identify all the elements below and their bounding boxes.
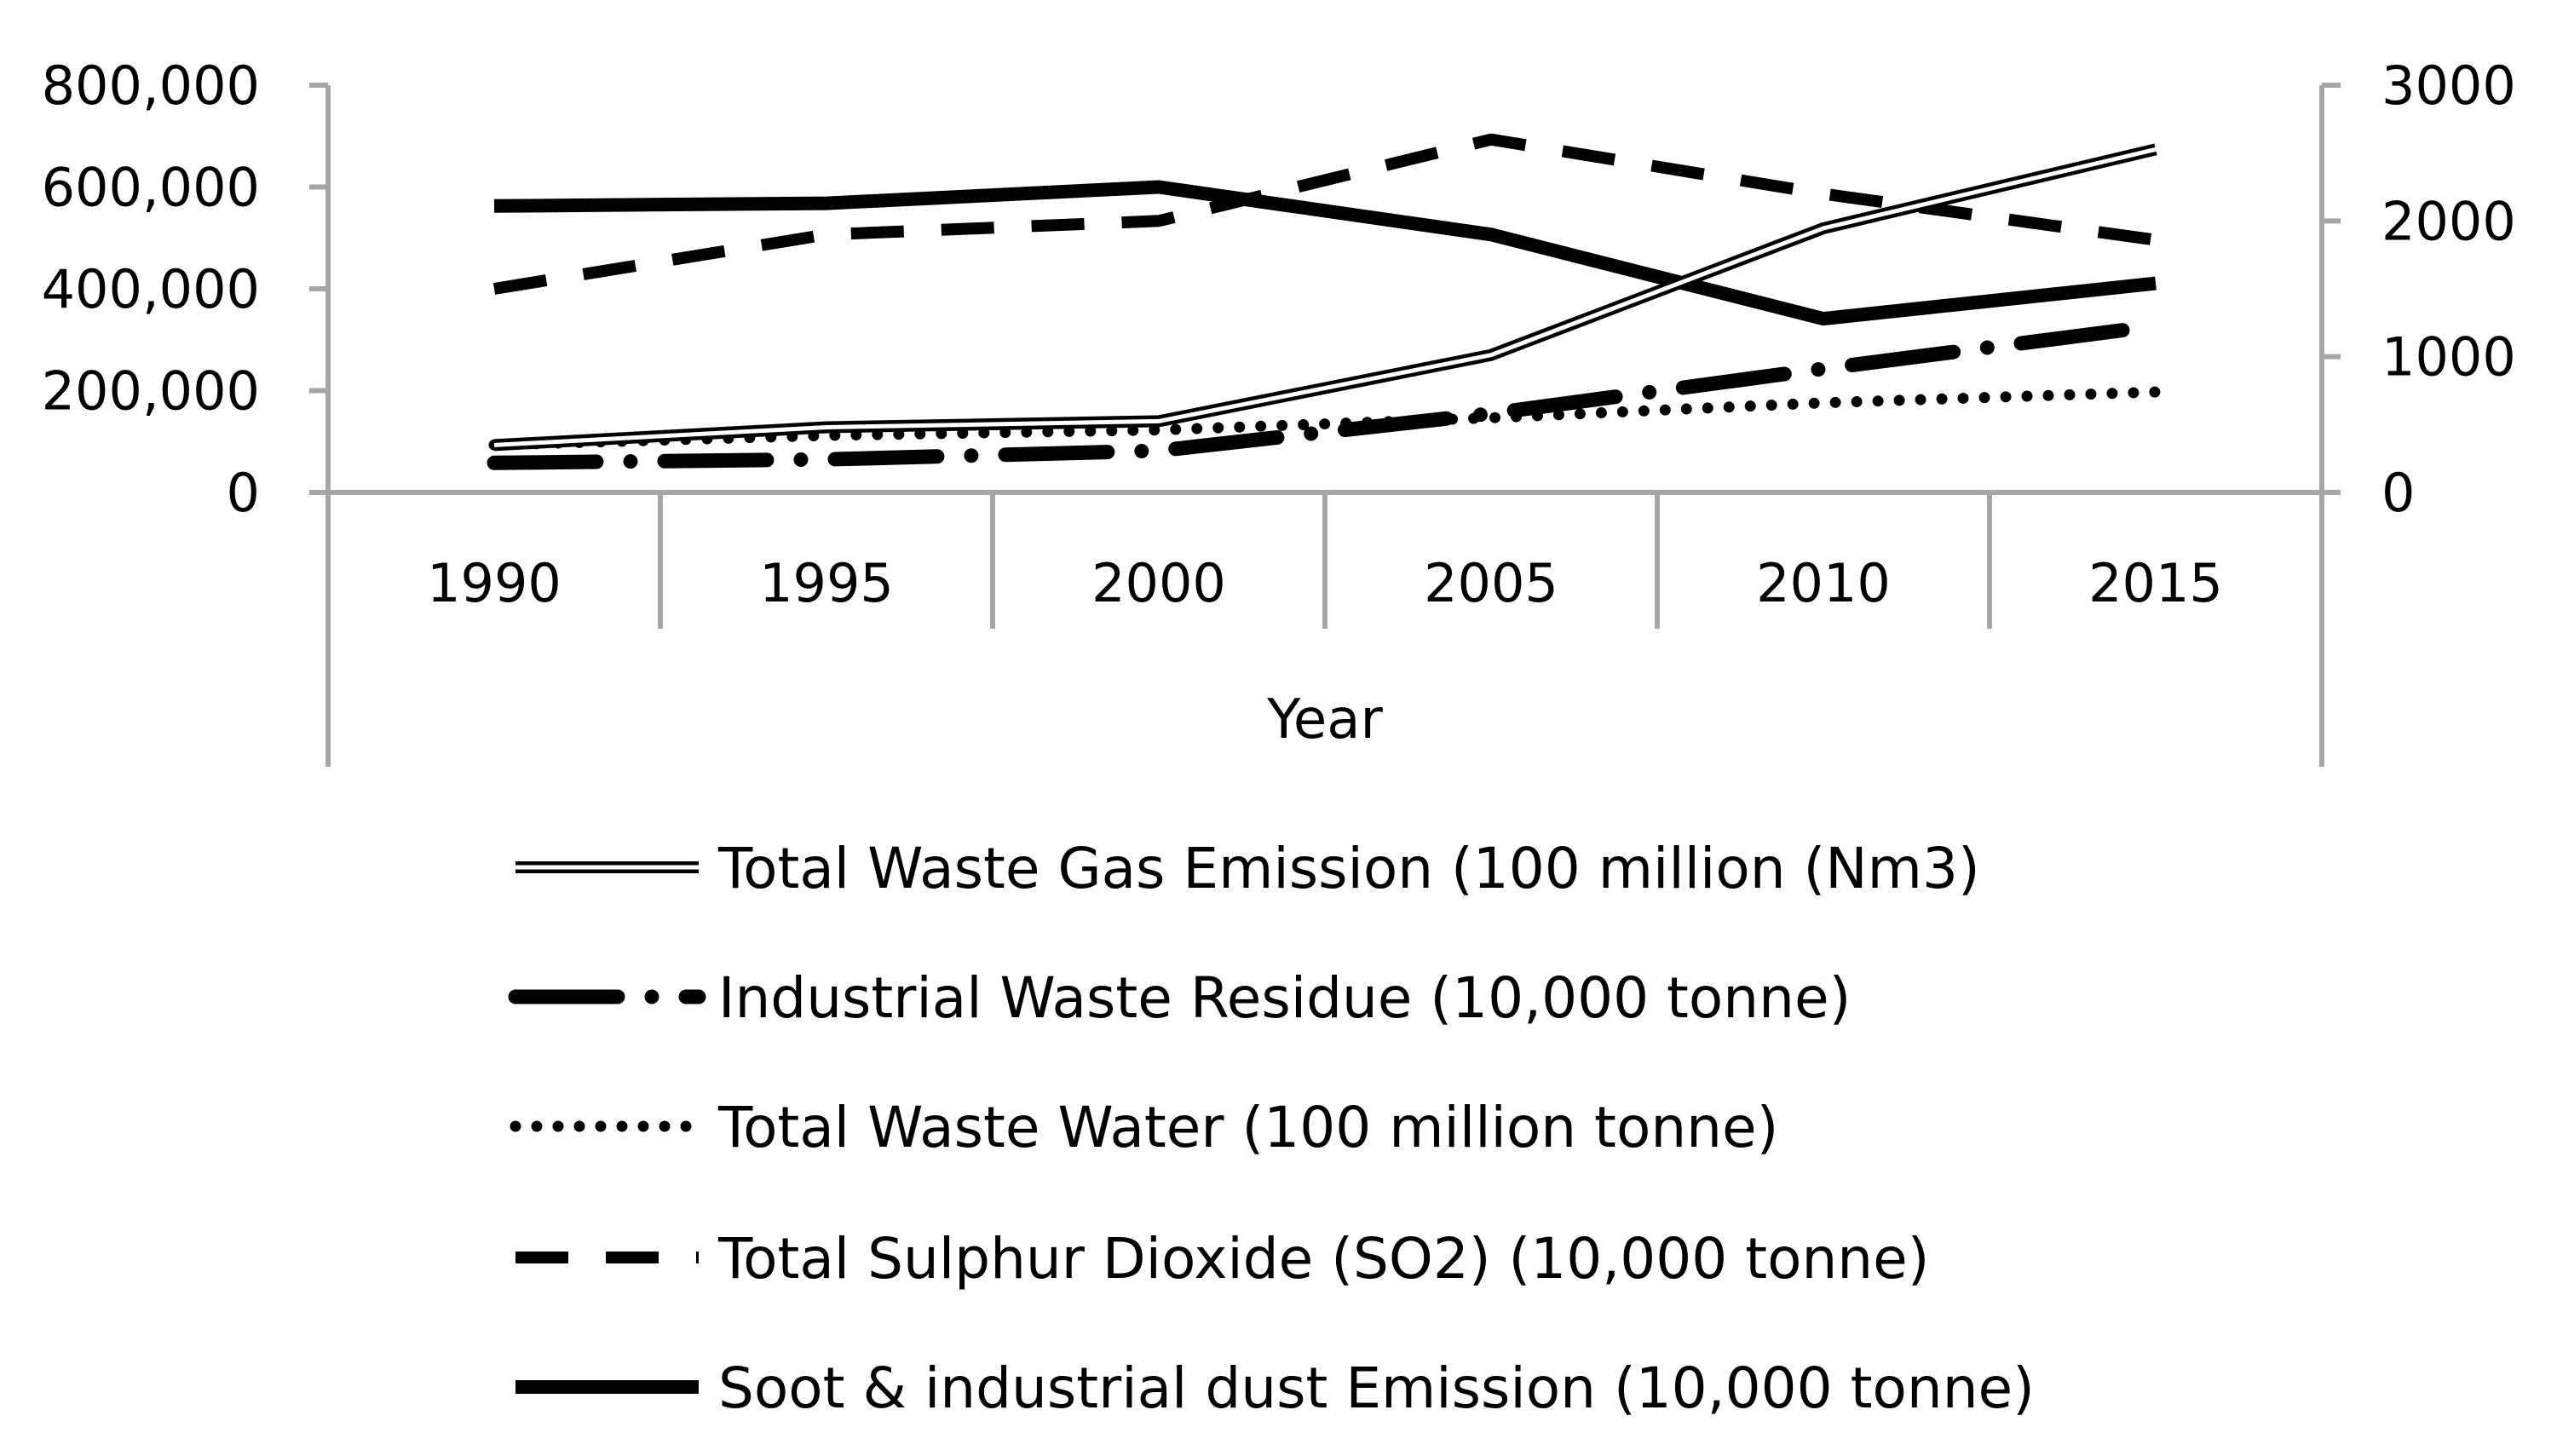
legend-label: Industrial Waste Residue (10,000 tonne) — [718, 965, 1851, 1031]
series-line — [492, 133, 2157, 295]
legend-item: Total Waste Gas Emission (100 million (N… — [515, 836, 1980, 901]
series-0 — [493, 143, 2157, 452]
series-1 — [487, 319, 2163, 470]
x-tick-label: 2005 — [1424, 552, 1558, 614]
series-3 — [492, 133, 2157, 295]
data-point — [826, 434, 827, 436]
left-y-tick-label: 600,000 — [42, 157, 260, 219]
legend-item: Total Waste Water (100 million tonne) — [510, 1095, 1778, 1160]
right-y-tick-label: 2000 — [2381, 190, 2516, 252]
legend-label: Total Waste Water (100 million tonne) — [717, 1095, 1778, 1160]
data-point — [2155, 239, 2157, 241]
left-y-tick-label: 0 — [227, 462, 260, 524]
series-2 — [488, 386, 2162, 451]
data-point — [1158, 450, 1160, 452]
legend: Total Waste Gas Emission (100 million (N… — [508, 836, 2035, 1421]
right-y-tick-label: 0 — [2381, 462, 2415, 524]
data-point — [1823, 402, 1824, 404]
series-4 — [493, 180, 2157, 326]
legend-label: Soot & industrial dust Emission (10,000 … — [718, 1355, 2035, 1421]
data-point — [826, 458, 827, 460]
legend-label: Total Waste Gas Emission (100 million (N… — [717, 836, 1980, 901]
tick-marks — [309, 83, 2341, 629]
tick-labels: 0 200,000 400,000 600,000 800,000 0 1000 2000 30… — [42, 55, 2516, 614]
data-point — [826, 233, 827, 235]
left-y-tick-label: 800,000 — [42, 55, 260, 117]
x-tick-label: 2010 — [1756, 552, 1891, 614]
data-point — [2155, 325, 2157, 327]
data-point — [1823, 193, 1824, 194]
series-line — [488, 386, 2162, 451]
series-line — [493, 180, 2157, 326]
x-tick-label: 1995 — [759, 552, 894, 614]
series-line — [493, 143, 2157, 452]
left-y-tick-label: 400,000 — [42, 258, 260, 320]
x-tick-label: 1990 — [427, 552, 562, 614]
series-line — [493, 147, 2157, 447]
series-lines — [487, 133, 2163, 470]
legend-label: Total Sulphur Dioxide (SO2) (10,000 tonn… — [717, 1226, 1929, 1292]
right-y-tick-label: 3000 — [2381, 55, 2516, 117]
right-y-tick-label: 1000 — [2381, 326, 2516, 388]
left-y-tick-label: 200,000 — [42, 360, 260, 423]
x-tick-label: 2015 — [2088, 552, 2223, 614]
x-tick-label: 2000 — [1091, 552, 1226, 614]
legend-item: Industrial Waste Residue (10,000 tonne) — [508, 965, 1851, 1031]
series-line — [487, 319, 2163, 470]
legend-item: Total Sulphur Dioxide (SO2) (10,000 tonn… — [515, 1226, 1929, 1292]
legend-item: Soot & industrial dust Emission (10,000 … — [515, 1355, 2035, 1421]
x-axis-title: Year — [1266, 688, 1383, 751]
